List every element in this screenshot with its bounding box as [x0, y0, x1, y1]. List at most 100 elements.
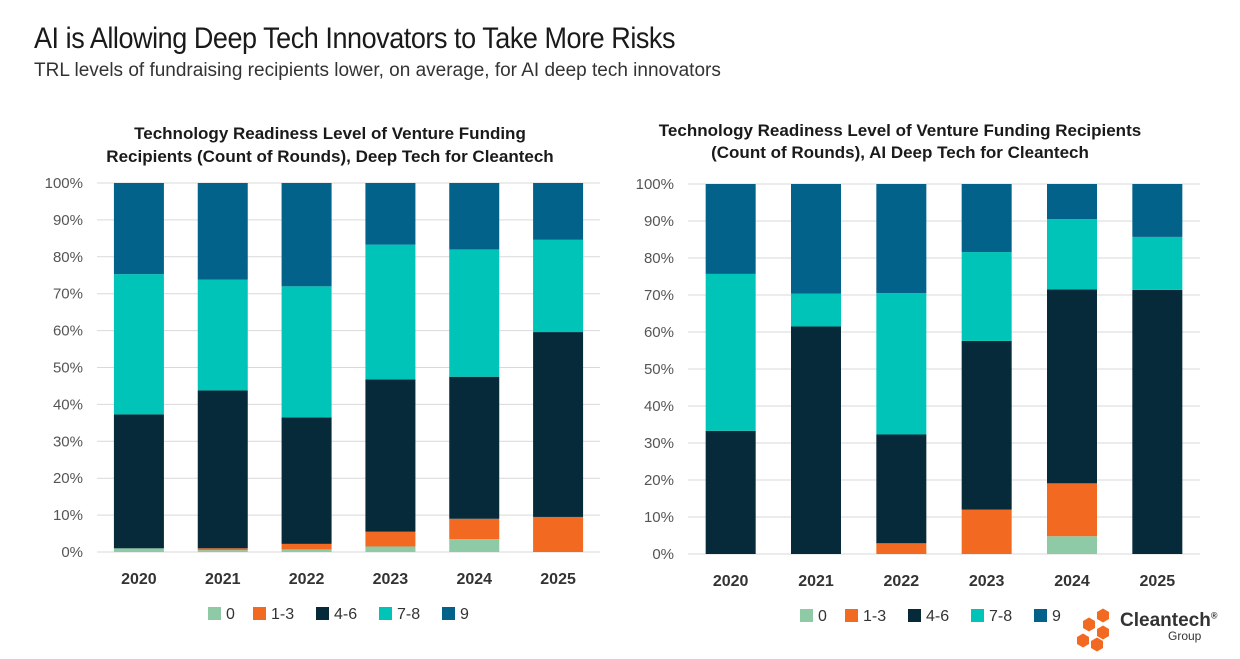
bar-segment-9	[365, 183, 416, 245]
bar-segment-4_6	[533, 332, 584, 517]
bar-segment-9	[876, 184, 927, 294]
legend-label: 7-8	[397, 606, 420, 623]
y-tick-label: 80%	[53, 249, 83, 266]
legend-label: 4-6	[926, 608, 949, 625]
y-tick-label: 60%	[644, 324, 674, 341]
bar-segment-4_6	[113, 414, 164, 549]
bar-segment-7_8	[705, 273, 756, 431]
logo-subtext: Group	[1168, 629, 1202, 643]
bar-segment-7_8	[1132, 236, 1183, 290]
bar-segment-1_3	[197, 548, 248, 551]
bar-segment-1_3	[876, 543, 927, 554]
bar-segment-4_6	[791, 326, 841, 554]
x-category-label: 2022	[884, 573, 920, 590]
x-category-label: 2020	[121, 571, 157, 588]
legend-swatch	[800, 609, 813, 622]
y-tick-label: 60%	[53, 323, 83, 340]
bar-segment-9	[1132, 184, 1183, 237]
bar-segment-1_3	[1047, 483, 1097, 537]
legend-label: 7-8	[989, 608, 1012, 625]
legend-swatch	[442, 607, 455, 620]
bar-segment-7_8	[961, 252, 1012, 341]
bar-segment-7_8	[791, 293, 841, 327]
bar-segment-4_6	[1132, 289, 1183, 554]
legend-swatch	[379, 607, 392, 620]
x-category-label: 2024	[1054, 573, 1090, 590]
y-tick-label: 90%	[53, 212, 83, 229]
legend-swatch	[208, 607, 221, 620]
chart-title-line: Recipients (Count of Rounds), Deep Tech …	[106, 147, 553, 166]
bar-segment-9	[281, 183, 332, 287]
x-category-label: 2022	[289, 571, 325, 588]
bar-segment-1_3	[365, 531, 416, 547]
legend-label: 9	[1052, 608, 1061, 625]
y-tick-label: 100%	[636, 176, 674, 193]
x-category-label: 2023	[373, 571, 409, 588]
bar-segment-4_6	[197, 390, 248, 549]
cleantech-logo-icon	[1077, 608, 1109, 652]
legend-swatch	[316, 607, 329, 620]
legend-label: 9	[460, 606, 469, 623]
legend-label: 0	[818, 608, 827, 625]
bar-segment-7_8	[876, 293, 927, 435]
bar-segment-7_8	[533, 239, 584, 333]
chart-ai-deep-tech: Technology Readiness Level of Venture Fu…	[636, 121, 1200, 625]
legend-label: 1-3	[271, 606, 294, 623]
y-tick-label: 40%	[644, 398, 674, 415]
bar-segment-1_3	[961, 509, 1012, 554]
bar-segment-7_8	[449, 249, 500, 377]
bar-segment-7_8	[197, 279, 248, 391]
y-tick-label: 0%	[61, 544, 83, 561]
bar-segment-4_6	[281, 417, 332, 544]
bar-segment-9	[113, 183, 164, 275]
bar-segment-7_8	[365, 244, 416, 380]
y-tick-label: 80%	[644, 250, 674, 267]
y-tick-label: 10%	[644, 509, 674, 526]
legend-swatch	[971, 609, 984, 622]
bar-segment-0	[1047, 536, 1097, 554]
page-title: AI is Allowing Deep Tech Innovators to T…	[34, 22, 676, 55]
bar-segment-1_3	[533, 516, 584, 552]
legend-label: 1-3	[863, 608, 886, 625]
y-tick-label: 50%	[644, 361, 674, 378]
legend-swatch	[845, 609, 858, 622]
y-tick-label: 30%	[644, 435, 674, 452]
chart-title-line: Technology Readiness Level of Venture Fu…	[659, 121, 1141, 140]
bar-segment-4_6	[365, 379, 416, 532]
bar-segment-7_8	[1047, 219, 1097, 290]
bar-segment-9	[1047, 184, 1097, 220]
x-category-label: 2025	[1140, 573, 1176, 590]
legend-label: 0	[226, 606, 235, 623]
bar-segment-0	[113, 548, 164, 552]
y-tick-label: 40%	[53, 396, 83, 413]
y-tick-label: 90%	[644, 213, 674, 230]
bar-segment-4_6	[705, 430, 756, 554]
y-tick-label: 30%	[53, 433, 83, 450]
x-category-label: 2025	[540, 571, 576, 588]
bar-segment-0	[281, 549, 332, 552]
y-tick-label: 70%	[53, 286, 83, 303]
bar-segment-0	[197, 550, 248, 552]
y-tick-label: 10%	[53, 507, 83, 524]
y-tick-label: 20%	[644, 472, 674, 489]
bar-segment-4_6	[1047, 289, 1097, 484]
bar-segment-9	[791, 184, 841, 294]
chart-deep-tech: Technology Readiness Level of Venture Fu…	[45, 124, 600, 623]
bar-segment-1_3	[281, 543, 332, 550]
legend-swatch	[1034, 609, 1047, 622]
legend-swatch	[908, 609, 921, 622]
chart-title-line: Technology Readiness Level of Venture Fu…	[134, 124, 526, 143]
y-tick-label: 70%	[644, 287, 674, 304]
bar-segment-7_8	[113, 274, 164, 415]
bar-segment-4_6	[876, 434, 927, 544]
bar-segment-9	[705, 184, 756, 274]
y-tick-label: 100%	[45, 175, 83, 192]
x-category-label: 2021	[205, 571, 241, 588]
x-category-label: 2023	[969, 573, 1005, 590]
bar-segment-0	[449, 539, 500, 552]
bar-segment-9	[449, 183, 500, 250]
bar-segment-0	[365, 546, 416, 552]
logo-wordmark: Cleantech®	[1120, 610, 1218, 631]
x-category-label: 2024	[456, 571, 492, 588]
bar-segment-4_6	[961, 340, 1012, 510]
